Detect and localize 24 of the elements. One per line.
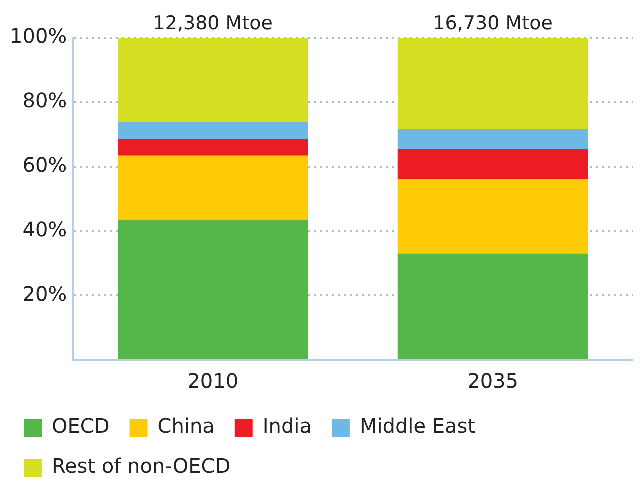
bar	[118, 156, 308, 220]
annotation: 12,380 Mtoe	[153, 12, 273, 34]
bar	[118, 139, 308, 156]
bar	[398, 129, 588, 150]
y-tick-label: 40%	[22, 217, 68, 242]
bar	[118, 38, 308, 122]
legend-label: India	[262, 414, 312, 438]
y-tick-label: 60%	[22, 153, 68, 178]
y-tick-label: 80%	[22, 88, 68, 113]
legend-label: OECD	[52, 414, 110, 438]
bar	[398, 149, 588, 180]
y-tick-label: 20%	[22, 282, 68, 306]
bar	[398, 38, 588, 130]
x-tick-label: 2035	[468, 369, 518, 394]
x-tick-label: 2010	[188, 369, 239, 394]
legend-label: Rest of non-OECD	[52, 454, 231, 478]
bar	[398, 179, 588, 254]
bar	[398, 254, 588, 359]
bar	[118, 122, 308, 140]
y-tick-label: 100%	[10, 24, 68, 48]
bar	[118, 220, 308, 359]
legend-label: China	[158, 414, 215, 438]
annotation: 16,730 Mtoe	[433, 12, 553, 34]
legend-label: Middle East	[360, 414, 476, 438]
